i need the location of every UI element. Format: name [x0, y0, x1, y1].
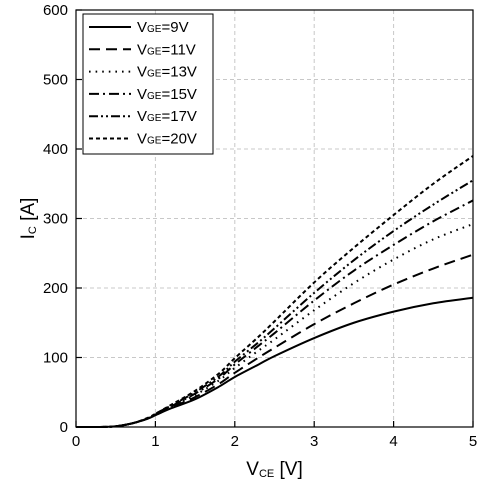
- legend: VGE=9V VGE=11V VGE=13V VGE=15V VGE=17V VGE=20…: [82, 13, 214, 155]
- series-line-17v: [75, 179, 474, 429]
- x-tick-label: 4: [389, 433, 397, 450]
- axis-ticks: 0 1 2 3 4 5 0 100 200 300 400 500 600: [43, 2, 477, 450]
- x-axis-title: VCE [V]: [246, 459, 302, 480]
- legend-label: VGE=15V: [137, 86, 197, 103]
- y-tick-label: 100: [43, 350, 68, 367]
- series-line-20v: [75, 155, 474, 429]
- y-tick-label: 500: [43, 72, 68, 89]
- series-curves: [75, 155, 474, 429]
- x-tick-label: 1: [151, 433, 159, 450]
- legend-label: VGE=11V: [137, 41, 196, 58]
- legend-label: VGE=9V: [137, 19, 189, 36]
- x-tick-label: 2: [231, 433, 239, 450]
- x-tick-label: 3: [310, 433, 318, 450]
- x-axis-title-main: V: [246, 459, 259, 480]
- x-axis-title-sub: CE: [259, 468, 274, 480]
- y-tick-label: 200: [43, 280, 68, 297]
- series-line-9v: [75, 296, 474, 429]
- legend-box: [82, 13, 214, 155]
- series-line-11v: [75, 253, 474, 429]
- y-axis-title: IC [A]: [18, 198, 39, 240]
- legend-label: VGE=20V: [137, 131, 197, 148]
- series-line-13v: [75, 223, 474, 429]
- x-axis-title-unit: [V]: [274, 459, 303, 480]
- series-line-15v: [75, 199, 474, 429]
- y-tick-label: 400: [43, 141, 68, 158]
- y-axis-title-sub: C: [27, 226, 39, 234]
- y-tick-label: 0: [60, 419, 68, 436]
- legend-label: VGE=17V: [137, 108, 197, 125]
- x-tick-label: 5: [469, 433, 477, 450]
- legend-label: VGE=13V: [137, 64, 197, 81]
- y-tick-label: 300: [43, 211, 68, 228]
- y-tick-label: 600: [43, 2, 68, 19]
- x-tick-label: 0: [72, 433, 80, 450]
- y-axis-title-unit: [A]: [18, 198, 39, 227]
- y-axis-title-main: I: [18, 234, 39, 239]
